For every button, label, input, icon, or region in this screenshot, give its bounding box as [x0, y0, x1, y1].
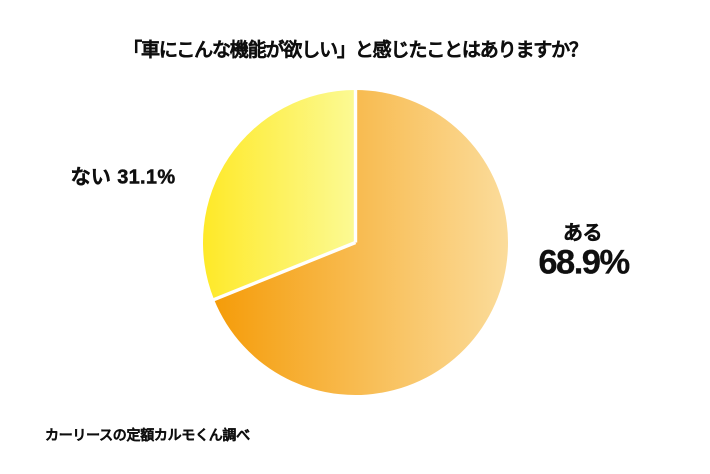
chart-title: 「車にこんな機能が欲しい」と感じたことはありますか？	[123, 40, 588, 61]
slice-label-nai: ない	[70, 166, 112, 188]
slice-label-aru: ある	[563, 222, 603, 244]
pie-slices	[203, 90, 509, 395]
callout-nai: ない 31.1%	[70, 160, 176, 189]
pie-slice-0	[214, 90, 509, 395]
slice-value-nai: 31.1%	[117, 166, 176, 188]
pie-slice-separator	[210, 240, 357, 303]
source-note: カーリースの定額カルモくん調べ	[45, 427, 250, 443]
pie-slice-separators	[210, 87, 358, 303]
slice-value-aru: 68.9%	[538, 243, 630, 281]
pie-slice-1	[203, 90, 356, 300]
